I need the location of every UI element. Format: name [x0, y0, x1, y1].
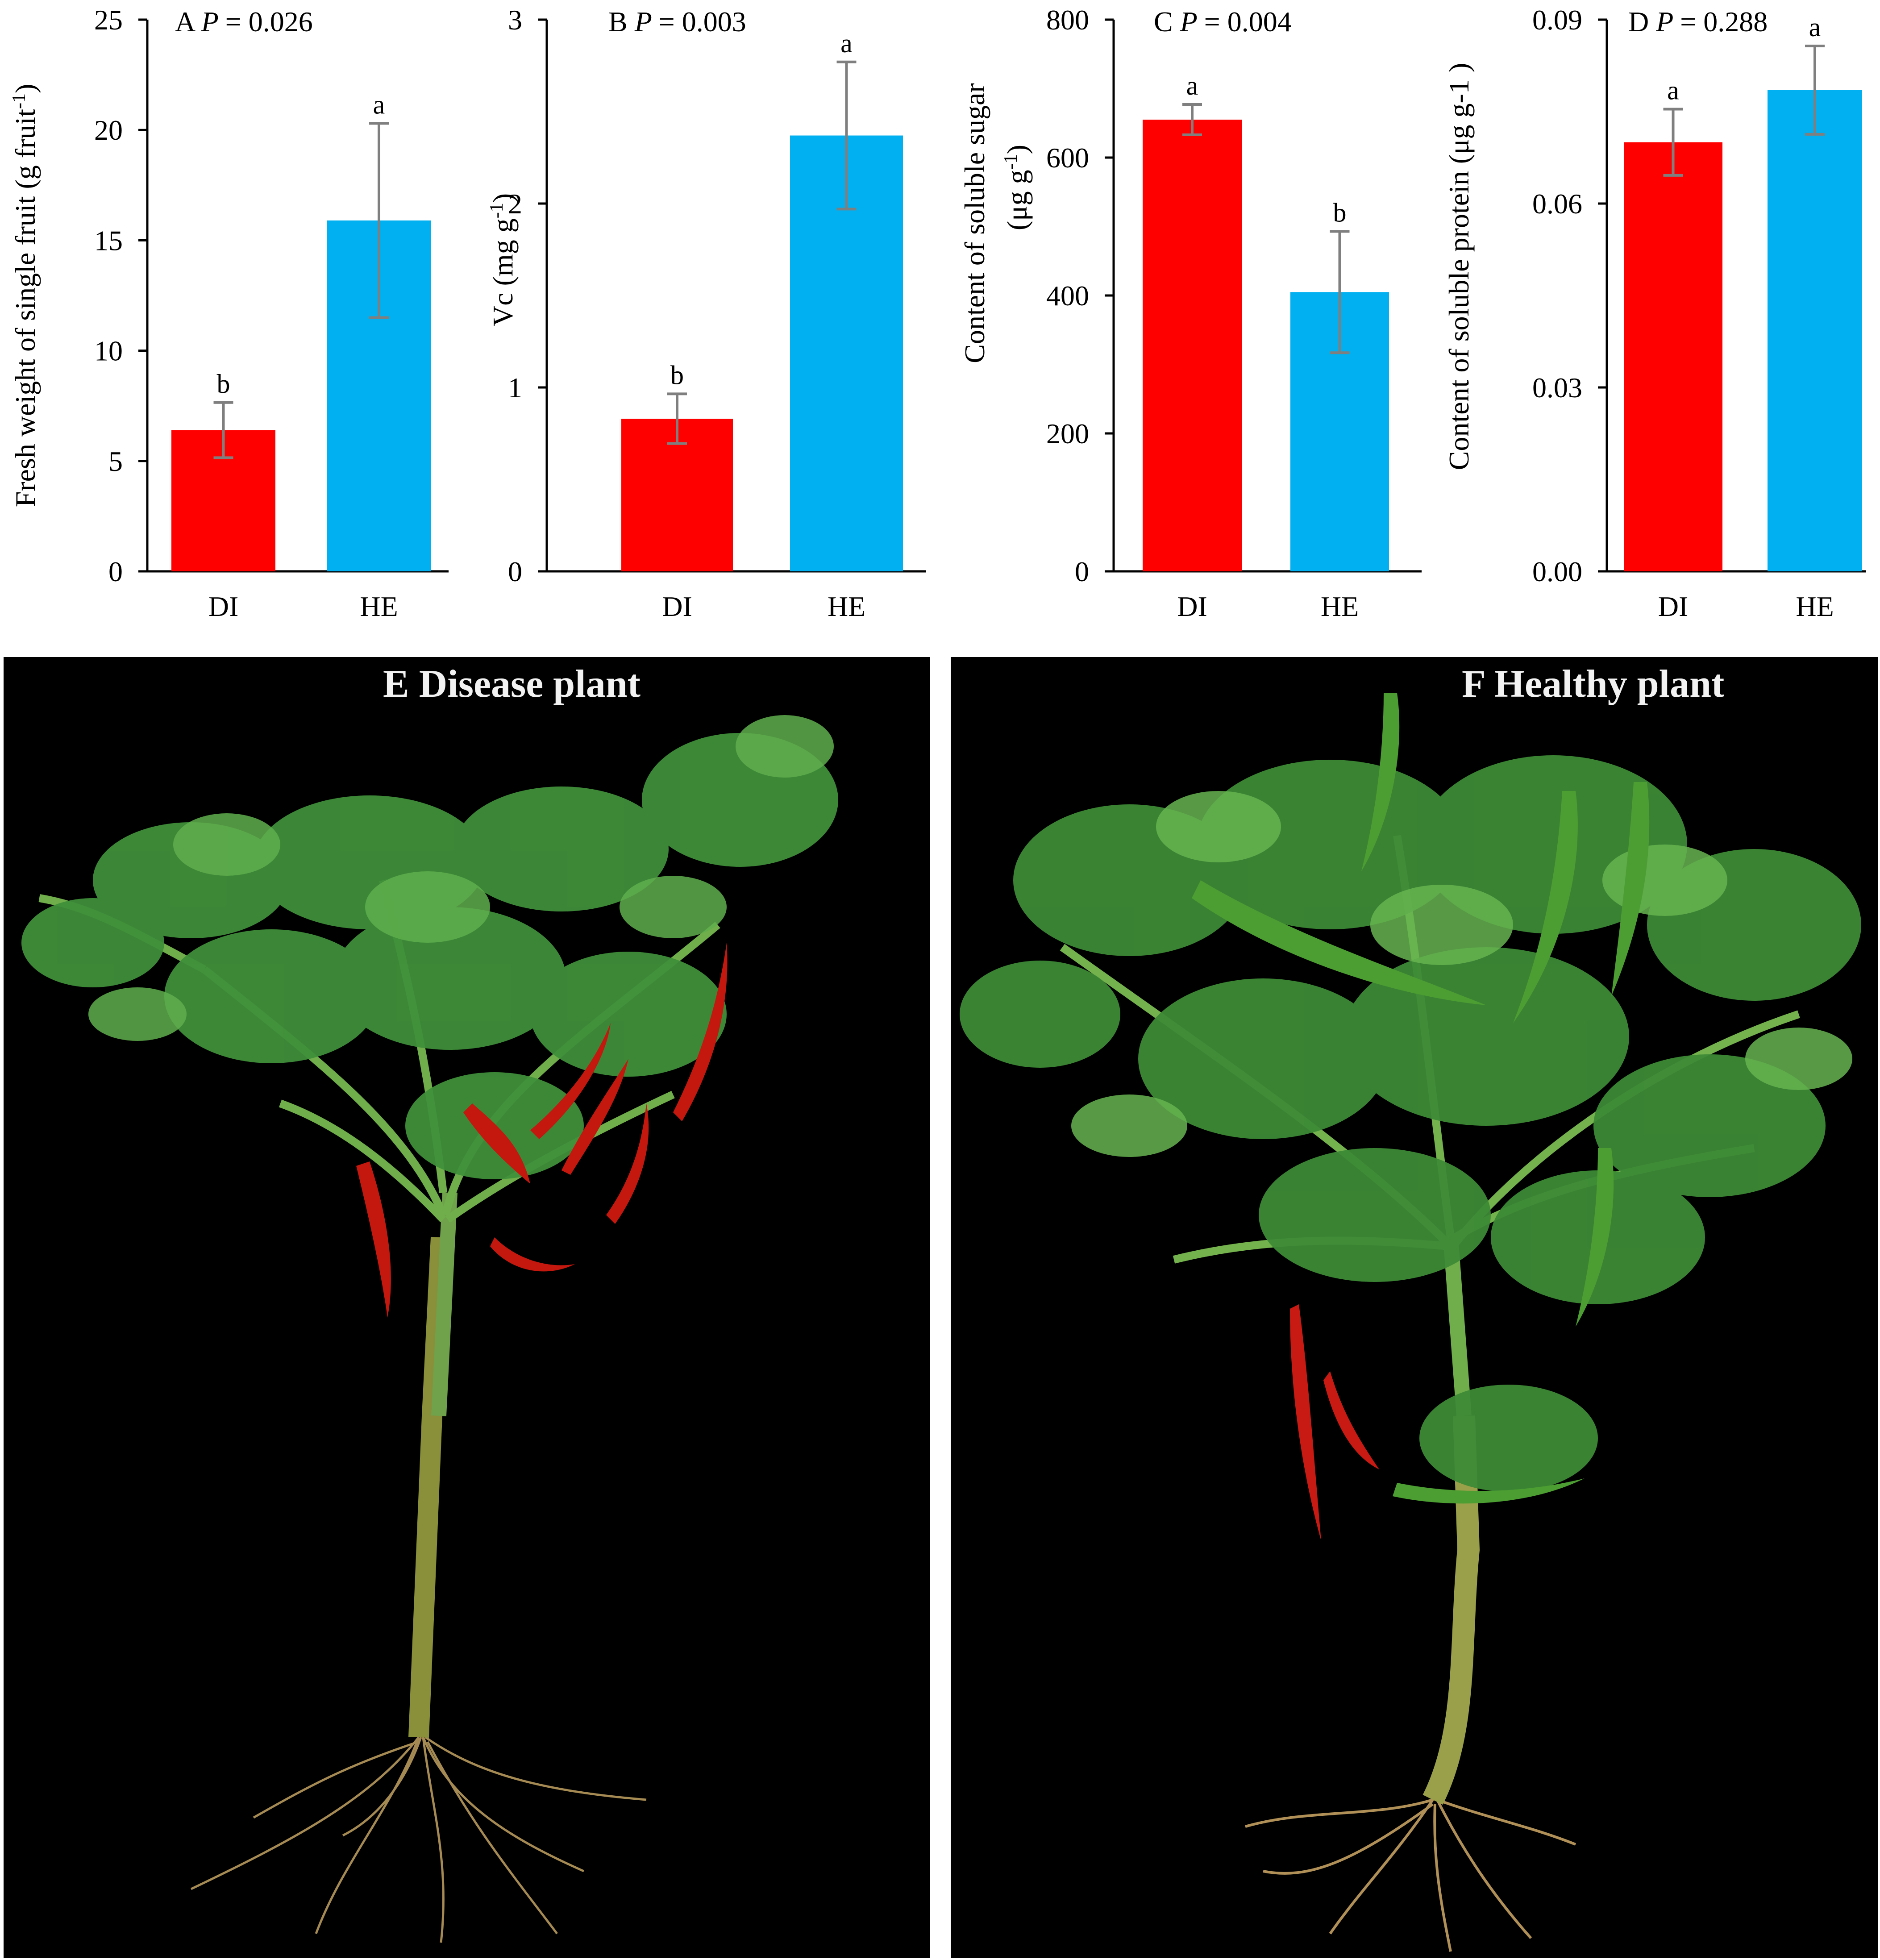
bar-he	[1768, 90, 1862, 571]
significance-letter: a	[1186, 71, 1198, 100]
y-axis-label: (μg g-1)	[1001, 145, 1033, 230]
y-tick-label: 0	[508, 556, 522, 587]
y-tick-label: 400	[1046, 280, 1089, 312]
bar-di	[1143, 120, 1242, 571]
x-tick-label: DI	[1658, 591, 1689, 622]
y-axis-label: Vc (mg g-1)	[487, 193, 519, 326]
panel-title: C P = 0.004	[1154, 6, 1292, 37]
significance-letter: b	[1333, 198, 1347, 227]
y-tick-label: 3	[508, 4, 522, 36]
y-tick-label: 1	[508, 372, 522, 404]
y-tick-label: 0.09	[1532, 4, 1582, 36]
y-tick-label: 5	[108, 445, 123, 477]
panel-title: A P = 0.026	[175, 6, 313, 37]
chart-panel-d: 0.00 0.03 0.06 0.09 a DI a HE D P = 0.288 Content…	[1443, 4, 1866, 622]
panel-title: B P = 0.003	[608, 6, 746, 37]
significance-letter: b	[217, 369, 230, 399]
y-tick-label: 0.03	[1532, 372, 1582, 404]
y-tick-label: 600	[1046, 142, 1089, 174]
y-tick-label: 0.00	[1532, 556, 1582, 587]
y-tick-label: 0	[108, 556, 123, 587]
significance-letter: a	[1667, 76, 1679, 105]
healthy-plant-label: F Healthy plant	[1462, 662, 1725, 706]
y-tick-label: 0	[1075, 556, 1089, 587]
chart-panel-a: 0 5 10 15 20 25 b DI a HE A P = 0.026 Fresh weight …	[9, 4, 449, 622]
x-tick-label: HE	[1321, 591, 1359, 622]
y-tick-label: 10	[94, 335, 123, 367]
x-tick-label: DI	[662, 591, 692, 622]
x-tick-label: HE	[1796, 591, 1834, 622]
y-axis-label: Content of soluble sugar	[959, 83, 990, 363]
y-axis-label: Fresh weight of single fruit (g fruit-1)	[9, 84, 41, 508]
y-tick-label: 20	[94, 114, 123, 146]
disease-plant-photo: E Disease plant	[4, 657, 930, 1958]
x-tick-label: DI	[208, 591, 239, 622]
significance-letter: a	[373, 90, 385, 119]
x-tick-label: HE	[828, 591, 865, 622]
bar-di	[1624, 142, 1722, 572]
chart-panel-b: 0 1 2 3 b DI a HE B P = 0.003 Vc (mg g-1)	[487, 4, 926, 622]
y-tick-label: 800	[1046, 4, 1089, 36]
disease-plant-illustration	[21, 715, 838, 1943]
y-tick-label: 0.06	[1532, 188, 1582, 220]
significance-letter: b	[670, 360, 684, 390]
healthy-plant-illustration	[960, 693, 1861, 1952]
significance-letter: a	[1809, 12, 1821, 42]
disease-plant-label: E Disease plant	[383, 662, 641, 706]
panel-title: D P = 0.288	[1628, 6, 1768, 37]
y-tick-label: 2	[508, 188, 522, 220]
x-tick-label: HE	[360, 591, 398, 622]
chart-panel-c: 0 200 400 600 800 a DI b HE C P = 0.004 Content of…	[959, 4, 1422, 622]
y-axis-label: Content of soluble protein (μg g-1 )	[1443, 63, 1475, 470]
y-tick-label: 15	[94, 225, 123, 256]
significance-letter: a	[840, 29, 853, 58]
y-tick-label: 25	[94, 4, 123, 36]
x-tick-label: DI	[1177, 591, 1207, 622]
y-tick-label: 200	[1046, 418, 1089, 449]
healthy-plant-photo: F Healthy plant	[951, 657, 1878, 1958]
